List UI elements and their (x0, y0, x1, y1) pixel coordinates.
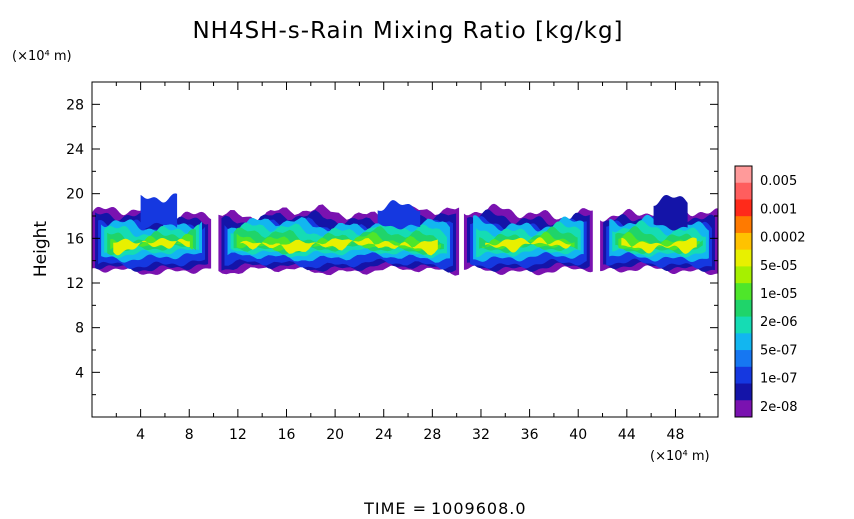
colorbar-label: 0.005 (760, 174, 797, 189)
x-tick-label: 20 (326, 427, 344, 443)
y-tick-label: 4 (75, 365, 84, 381)
cloud-layer-yellow (239, 238, 438, 256)
colorbar-label: 1e-07 (760, 372, 798, 387)
colorbar-label: 0.001 (760, 202, 797, 217)
y-tick-label: 24 (66, 142, 84, 158)
x-tick-label: 8 (185, 427, 194, 443)
colorbar-swatch (735, 232, 752, 251)
colorbar-label: 2e-08 (760, 400, 798, 415)
colorbar-swatch (735, 350, 752, 368)
plot-frame (91, 81, 719, 418)
y-tick-label: 12 (66, 276, 84, 292)
y-axis-label: Height (31, 221, 51, 278)
y-tick-label: 28 (66, 97, 84, 113)
colorbar-label: 5e-05 (760, 259, 798, 274)
cloud-turret (140, 193, 178, 229)
time-value: 1009608.0 (431, 499, 527, 518)
x-tick-label: 36 (521, 427, 539, 443)
x-tick-label: 44 (618, 427, 636, 443)
colorbar-label: 1e-05 (760, 287, 798, 302)
cloud-turret (653, 194, 688, 231)
x-tick-label: 48 (667, 427, 685, 443)
colorbar-swatch (735, 400, 752, 418)
colorbar-swatch (735, 199, 752, 217)
colorbar-swatch (735, 249, 752, 267)
colorbar: 0.005 0.001 0.0002 5e-05 1e-05 2e-06 5e-07 1e-0… (734, 165, 806, 418)
colorbar-frame (734, 165, 753, 418)
colorbar-swatch (735, 299, 752, 318)
colorbar-swatch (735, 383, 752, 401)
x-tick-label: 32 (472, 427, 490, 443)
chart-title: NH4SH-s-Rain Mixing Ratio [kg/kg] (192, 18, 623, 44)
colorbar-swatch (735, 333, 752, 351)
y-tick-label: 8 (75, 321, 84, 337)
x-tick-label: 12 (229, 427, 247, 443)
colorbar-swatch (735, 283, 752, 301)
cloud-layer-yellow (113, 237, 190, 256)
cloud-layer-yellow (621, 237, 697, 254)
y-axis-unit: (×10⁴ m) (12, 49, 72, 64)
colorbar-label: 5e-07 (760, 343, 798, 358)
x-tick-label: 40 (569, 427, 587, 443)
cloud-turret (377, 200, 421, 230)
colorbar-swatch (735, 316, 752, 334)
x-tick-label: 28 (423, 427, 441, 443)
colorbar-swatch (735, 166, 752, 184)
y-tick-label: 16 (66, 231, 84, 247)
colorbar-swatch (735, 216, 752, 234)
x-axis-unit: (×10⁴ m) (650, 449, 710, 464)
colorbar-swatch (735, 266, 752, 284)
cloud-layer-yellow (485, 237, 572, 253)
colorbar-swatch (735, 182, 752, 200)
colorbar-label: 0.0002 (760, 231, 806, 246)
x-axis: 4 8 12 16 20 24 28 32 36 40 44 48 (115, 82, 701, 443)
y-axis: 4 8 12 16 20 24 28 (66, 97, 718, 396)
colorbar-label: 2e-06 (760, 315, 798, 330)
time-label: TIME = (363, 499, 427, 518)
x-tick-label: 16 (278, 427, 296, 443)
y-tick-label: 20 (66, 187, 84, 203)
colorbar-swatch (735, 366, 752, 385)
x-tick-label: 4 (136, 427, 145, 443)
cloud-field (92, 193, 718, 276)
x-tick-label: 24 (375, 427, 393, 443)
cloud-layer-lightgreen (110, 233, 193, 250)
